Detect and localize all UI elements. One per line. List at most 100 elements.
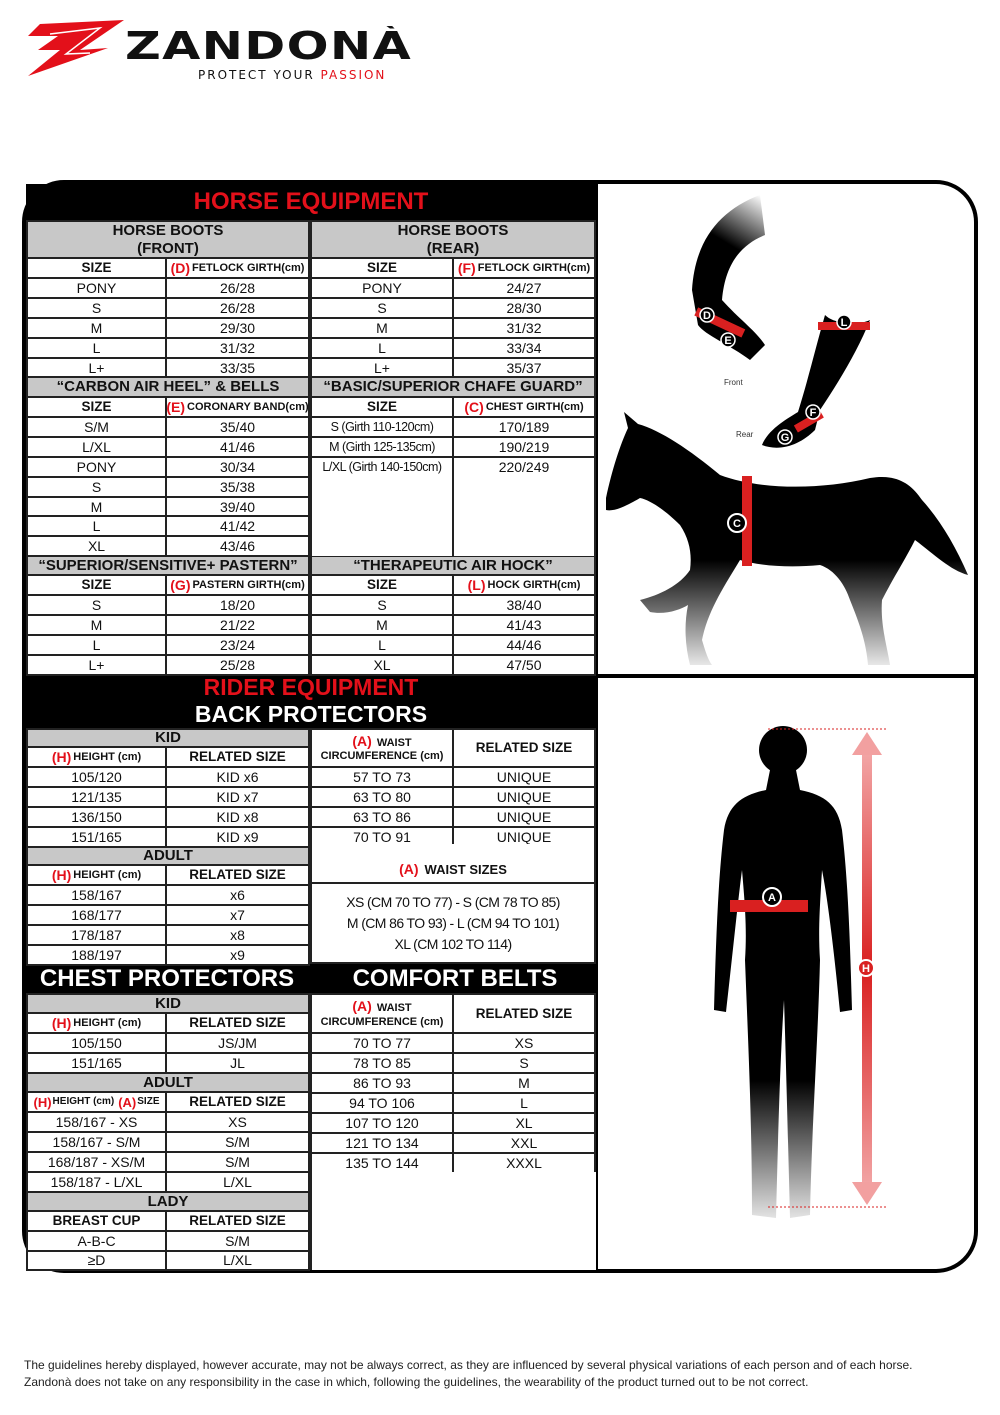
table-cell: 105/120 [28,768,168,788]
table-cell: XS [167,1113,310,1133]
table-cell: KID x7 [167,788,310,808]
table-cell: 158/187 - L/XL [28,1173,168,1193]
table-heading: HORSE BOOTS (FRONT) [28,222,310,259]
chest-kid-table: KID (H) HEIGHT (cm) RELATED SIZE 105/150 JS/J… [26,993,310,1074]
table-row: L+ 25/28 [28,656,310,676]
column-header: SIZE [312,576,454,596]
boots-rear-table: HORSE BOOTS (REAR) SIZE (F) FETLOCK GIRTH(cm… [310,220,596,379]
table-row: A-B-C S/M [28,1232,310,1252]
table-row: 136/150 KID x8 [28,808,310,828]
header-line: CIRCUMFERENCE (cm) [320,1015,444,1028]
table-cell: 33/34 [454,339,596,359]
table-cell: 30/34 [167,457,310,478]
header-row: (H) HEIGHT (cm) RELATED SIZE [28,748,310,768]
table-row: 78 TO 85 S [312,1054,596,1074]
table-cell: 86 TO 93 [312,1074,454,1094]
header-text: HEIGHT (cm) [52,1096,115,1107]
header-text: HEIGHT (cm) [73,868,142,881]
table-cell: 136/150 [28,808,168,828]
table-cell: L/XL [167,1251,310,1271]
table-cell: JS/JM [167,1034,310,1054]
table-cell: 41/42 [167,517,310,538]
tagline-text: PROTECT YOUR [198,68,315,82]
column-header: SIZE [312,398,454,418]
header-row: SIZE (L) HOCK GIRTH(cm) [312,576,596,596]
table-row: 151/165 KID x9 [28,828,310,848]
table-cell: 39/40 [167,497,310,518]
logo: ZANDONÀ PROTECT YOUR PASSION [20,20,411,82]
tagline-accent: PASSION [320,68,387,82]
column-header: (F) FETLOCK GIRTH(cm) [454,259,596,279]
table-heading: “CARBON AIR HEEL” & BELLS [28,378,310,398]
table-cell: 35/40 [167,418,310,438]
table-cell: XL [312,656,454,676]
table-row: 57 TO 73 UNIQUE [312,768,596,788]
column-header: RELATED SIZE [454,995,596,1034]
table-row: PONY 24/27 [312,279,596,299]
table-cell: 135 TO 144 [312,1154,454,1174]
table-cell: L/XL [28,437,168,458]
table-cell: M [312,319,454,339]
table-cell: 94 TO 106 [312,1094,454,1114]
header-line: CIRCUMFERENCE (cm) [320,750,444,762]
table-row: 158/187 - L/XL L/XL [28,1173,310,1193]
table-cell: 151/165 [28,1054,168,1074]
table-row: L 23/24 [28,636,310,656]
waist-sizes-label: WAIST SIZES [424,861,507,877]
heading-text: ADULT [143,1074,193,1091]
table-cell: S/M [167,1133,310,1153]
table-cell: 121/135 [28,788,168,808]
waist-size-line: M (CM 86 TO 93) - L (CM 94 TO 101) [346,915,560,931]
table-cell: XS [454,1034,596,1054]
blank-cell [454,476,596,556]
table-row: S (Girth 110-120cm) 170/189 [312,418,596,438]
pastern-table: “SUPERIOR/SENSITIVE+ PASTERN” SIZE (G) PAST… [26,555,310,676]
table-cell: KID x9 [167,828,310,848]
heading-text: “BASIC/SUPERIOR CHAFE GUARD” [323,378,583,396]
table-cell: S [28,299,168,319]
carbon-heel-table: “CARBON AIR HEEL” & BELLS SIZE (E) CORONARY… [26,376,310,558]
table-cell: 31/32 [454,319,596,339]
table-cell: S/M [167,1153,310,1173]
table-cell: 26/28 [167,299,310,319]
table-cell: 35/38 [167,477,310,498]
table-cell: L [312,636,454,656]
column-header: RELATED SIZE [167,748,310,768]
table-row: 94 TO 106 L [312,1094,596,1114]
column-header: BREAST CUP [28,1212,168,1232]
chest-adult-table: ADULT (H) HEIGHT (cm) (A) SIZE RELATED SIZE 15… [26,1072,310,1193]
header-text: WAIST [373,1002,412,1015]
table-cell: 78 TO 85 [312,1054,454,1074]
table-cell: 21/22 [167,616,310,636]
heading-text: LADY [147,1193,189,1210]
table-cell: UNIQUE [454,788,596,808]
blank-area [310,1172,596,1270]
heading-text: ADULT [143,848,193,865]
heading-text: “CARBON AIR HEEL” & BELLS [56,378,280,396]
table-row: L 33/34 [312,339,596,359]
column-header: RELATED SIZE [167,1093,310,1113]
table-row: 107 TO 120 XL [312,1114,596,1134]
table-cell: 220/249 [454,458,596,478]
waist-sizes-title: (A) WAIST SIZES [312,844,594,884]
table-heading: ADULT [28,848,310,866]
table-cell: S [312,596,454,616]
header-text: PASTERN GIRTH(cm) [192,578,305,591]
table-cell: L [28,636,168,656]
comfort-belts-title: COMFORT BELTS [314,964,596,993]
table-row: L/XL (Girth 140-150cm) 220/249 [312,458,596,478]
table-cell: 63 TO 86 [312,808,454,828]
marker: (H) [51,1015,72,1031]
table-cell: 57 TO 73 [312,768,454,788]
table-row: 158/167 - S/M S/M [28,1133,310,1153]
header-row: (H) HEIGHT (cm) (A) SIZE RELATED SIZE [28,1093,310,1113]
table-cell: 47/50 [454,656,596,676]
table-row: L/XL 41/46 [28,437,310,458]
table-cell: S [28,596,168,616]
table-row: L 31/32 [28,339,310,359]
marker: (H) [51,867,72,883]
header-row: BREAST CUP RELATED SIZE [28,1212,310,1232]
table-cell: M [312,616,454,636]
table-cell: 23/24 [167,636,310,656]
table-cell: 105/150 [28,1034,168,1054]
